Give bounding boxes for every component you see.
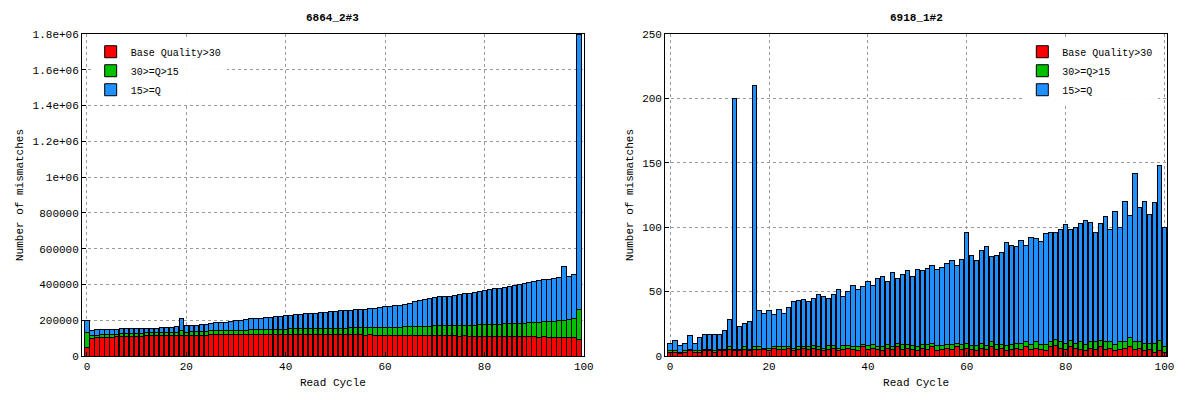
svg-text:100: 100 — [1155, 361, 1175, 373]
svg-text:Read Cycle: Read Cycle — [300, 377, 366, 389]
svg-text:800000: 800000 — [39, 208, 79, 220]
svg-text:0: 0 — [667, 361, 674, 373]
svg-text:20: 20 — [180, 361, 193, 373]
svg-text:6918_1#2: 6918_1#2 — [890, 12, 943, 24]
svg-text:Base Quality>30: Base Quality>30 — [1062, 48, 1152, 59]
svg-text:1.8e+06: 1.8e+06 — [33, 29, 79, 41]
svg-text:Number of mismatches: Number of mismatches — [14, 129, 26, 261]
svg-text:400000: 400000 — [39, 279, 79, 291]
svg-text:Read Cycle: Read Cycle — [883, 377, 949, 389]
svg-text:40: 40 — [861, 361, 874, 373]
svg-text:200: 200 — [642, 93, 662, 105]
svg-text:40: 40 — [279, 361, 292, 373]
svg-text:600000: 600000 — [39, 244, 79, 256]
svg-text:Base Quality>30: Base Quality>30 — [131, 48, 221, 59]
svg-text:0: 0 — [72, 351, 79, 363]
svg-text:1e+06: 1e+06 — [46, 172, 79, 184]
svg-text:30>=Q>15: 30>=Q>15 — [131, 67, 179, 78]
svg-text:20: 20 — [762, 361, 775, 373]
svg-text:100: 100 — [642, 222, 662, 234]
svg-text:30>=Q>15: 30>=Q>15 — [1062, 67, 1110, 78]
svg-text:6864_2#3: 6864_2#3 — [306, 12, 359, 24]
svg-text:200000: 200000 — [39, 315, 79, 327]
svg-text:1.2e+06: 1.2e+06 — [33, 136, 79, 148]
svg-text:60: 60 — [378, 361, 391, 373]
svg-text:1.4e+06: 1.4e+06 — [33, 100, 79, 112]
svg-text:15>=Q: 15>=Q — [1062, 86, 1092, 97]
svg-text:100: 100 — [574, 361, 594, 373]
svg-text:250: 250 — [642, 29, 662, 41]
svg-text:60: 60 — [960, 361, 973, 373]
svg-text:0: 0 — [655, 351, 662, 363]
svg-text:80: 80 — [478, 361, 491, 373]
svg-text:50: 50 — [649, 286, 662, 298]
svg-text:15>=Q: 15>=Q — [131, 86, 161, 97]
svg-text:0: 0 — [84, 361, 91, 373]
svg-text:1.6e+06: 1.6e+06 — [33, 65, 79, 77]
svg-text:Number of mismatches: Number of mismatches — [624, 129, 636, 261]
svg-text:150: 150 — [642, 158, 662, 170]
svg-text:80: 80 — [1059, 361, 1072, 373]
